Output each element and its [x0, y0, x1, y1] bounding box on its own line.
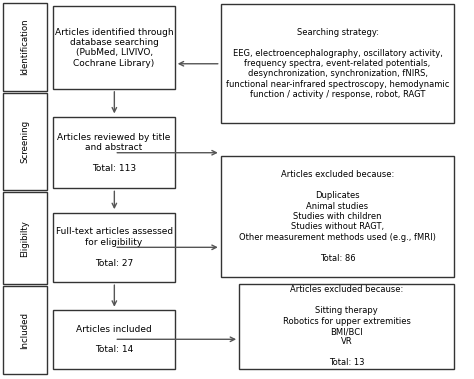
FancyBboxPatch shape [3, 3, 46, 91]
Text: Full-text articles assessed
for eligibility

Total: 27: Full-text articles assessed for eligibil… [55, 227, 173, 268]
FancyBboxPatch shape [3, 286, 46, 374]
Text: Articles included

Total: 14: Articles included Total: 14 [76, 324, 152, 354]
Text: Searching strategy:

EEG, electroencephalography, oscillatory activity,
frequenc: Searching strategy: EEG, electroencephal… [226, 28, 449, 99]
FancyBboxPatch shape [221, 157, 455, 277]
FancyBboxPatch shape [54, 117, 175, 188]
Text: Articles identified through
database searching
(PubMed, LIVIVO,
Cochrane Library: Articles identified through database sea… [55, 28, 173, 68]
FancyBboxPatch shape [3, 92, 46, 190]
Text: Eligibilty: Eligibilty [20, 220, 29, 257]
Text: Identification: Identification [20, 18, 29, 75]
FancyBboxPatch shape [221, 5, 455, 123]
FancyBboxPatch shape [54, 6, 175, 89]
FancyBboxPatch shape [54, 213, 175, 282]
Text: Screening: Screening [20, 120, 29, 163]
Text: Articles excluded because:

Duplicates
Animal studies
Studies with children
Stud: Articles excluded because: Duplicates An… [239, 171, 436, 263]
FancyBboxPatch shape [3, 192, 46, 284]
FancyBboxPatch shape [54, 310, 175, 368]
FancyBboxPatch shape [239, 284, 455, 368]
Text: Articles excluded because:

Sitting therapy
Robotics for upper extremities
BMI/B: Articles excluded because: Sitting thera… [283, 285, 410, 367]
Text: Articles reviewed by title
and abstract

Total: 113: Articles reviewed by title and abstract … [57, 133, 171, 173]
Text: Included: Included [20, 312, 29, 349]
